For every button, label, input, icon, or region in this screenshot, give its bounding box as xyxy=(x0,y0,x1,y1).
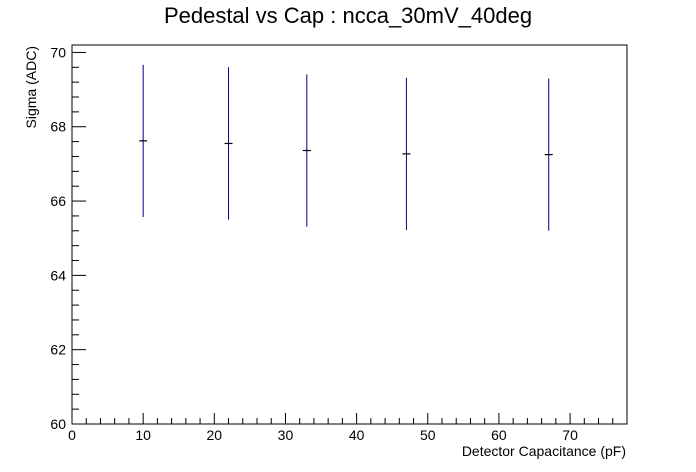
y-tick-label: 60 xyxy=(50,416,66,432)
chart-title: Pedestal vs Cap : ncca_30mV_40deg xyxy=(164,3,532,28)
series-layer xyxy=(139,64,553,231)
y-tick-label: 62 xyxy=(50,342,66,358)
x-tick-label: 10 xyxy=(135,427,151,443)
y-axis-label: Sigma (ADC) xyxy=(23,46,39,128)
x-tick-label: 20 xyxy=(207,427,223,443)
y-axis: 60 62 64 66 68 70 xyxy=(50,44,86,432)
x-tick-label: 50 xyxy=(420,427,436,443)
x-tick-label: 70 xyxy=(562,427,578,443)
y-tick-label: 66 xyxy=(50,193,66,209)
x-tick-label: 0 xyxy=(68,427,76,443)
x-tick-label: 60 xyxy=(491,427,507,443)
y-tick-label: 70 xyxy=(50,44,66,60)
x-axis: 0 10 20 30 40 50 60 70 xyxy=(68,413,628,443)
x-tick-label: 40 xyxy=(349,427,365,443)
x-axis-label: Detector Capacitance (pF) xyxy=(462,443,626,459)
y-tick-label: 68 xyxy=(50,119,66,135)
x-tick-label: 30 xyxy=(278,427,294,443)
y-tick-label: 64 xyxy=(50,267,66,283)
plot-frame xyxy=(71,44,628,425)
